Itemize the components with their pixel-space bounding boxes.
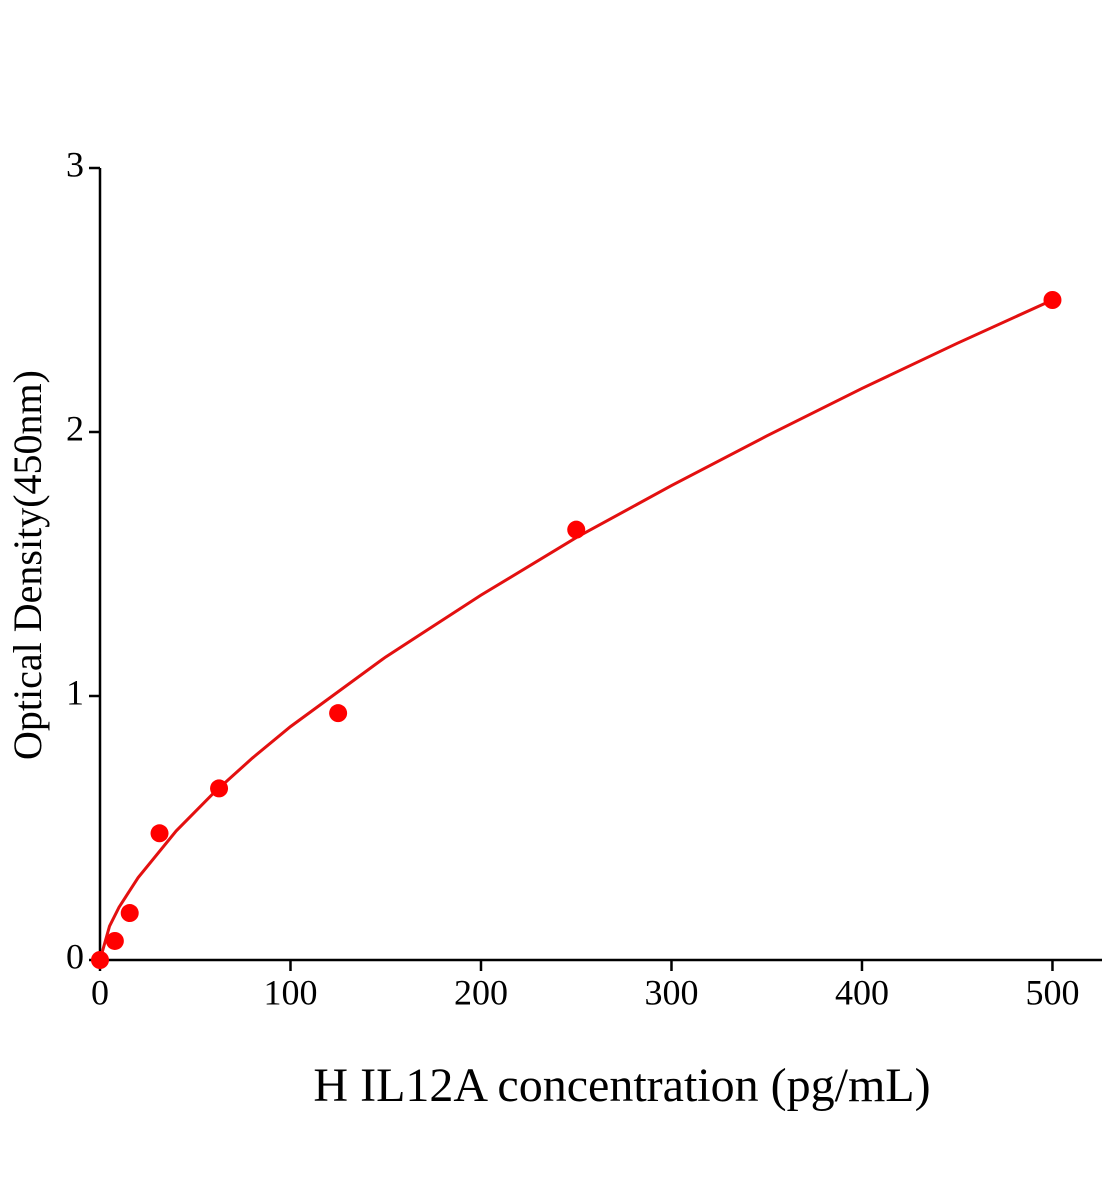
data-point [91,951,109,969]
data-point [567,520,586,539]
x-tick-label: 300 [644,972,698,1012]
y-tick-label: 1 [66,672,84,712]
x-tick-label: 0 [91,972,109,1012]
data-point [210,779,229,798]
y-tick-label: 3 [66,144,84,184]
fit-curve [98,298,1054,961]
y-tick-label: 0 [66,936,84,976]
y-tick-label: 2 [66,408,84,448]
data-point [150,824,169,843]
y-axis-title: Optical Density(450nm) [5,370,50,760]
data-point [120,904,139,923]
x-tick-label: 500 [1025,972,1079,1012]
x-axis-title: H IL12A concentration (pg/mL) [313,1059,930,1112]
x-tick-label: 400 [835,972,889,1012]
data-point [329,704,348,723]
data-point [1043,291,1062,309]
x-tick-label: 100 [263,972,317,1012]
data-point [105,931,124,950]
x-tick-label: 200 [454,972,508,1012]
